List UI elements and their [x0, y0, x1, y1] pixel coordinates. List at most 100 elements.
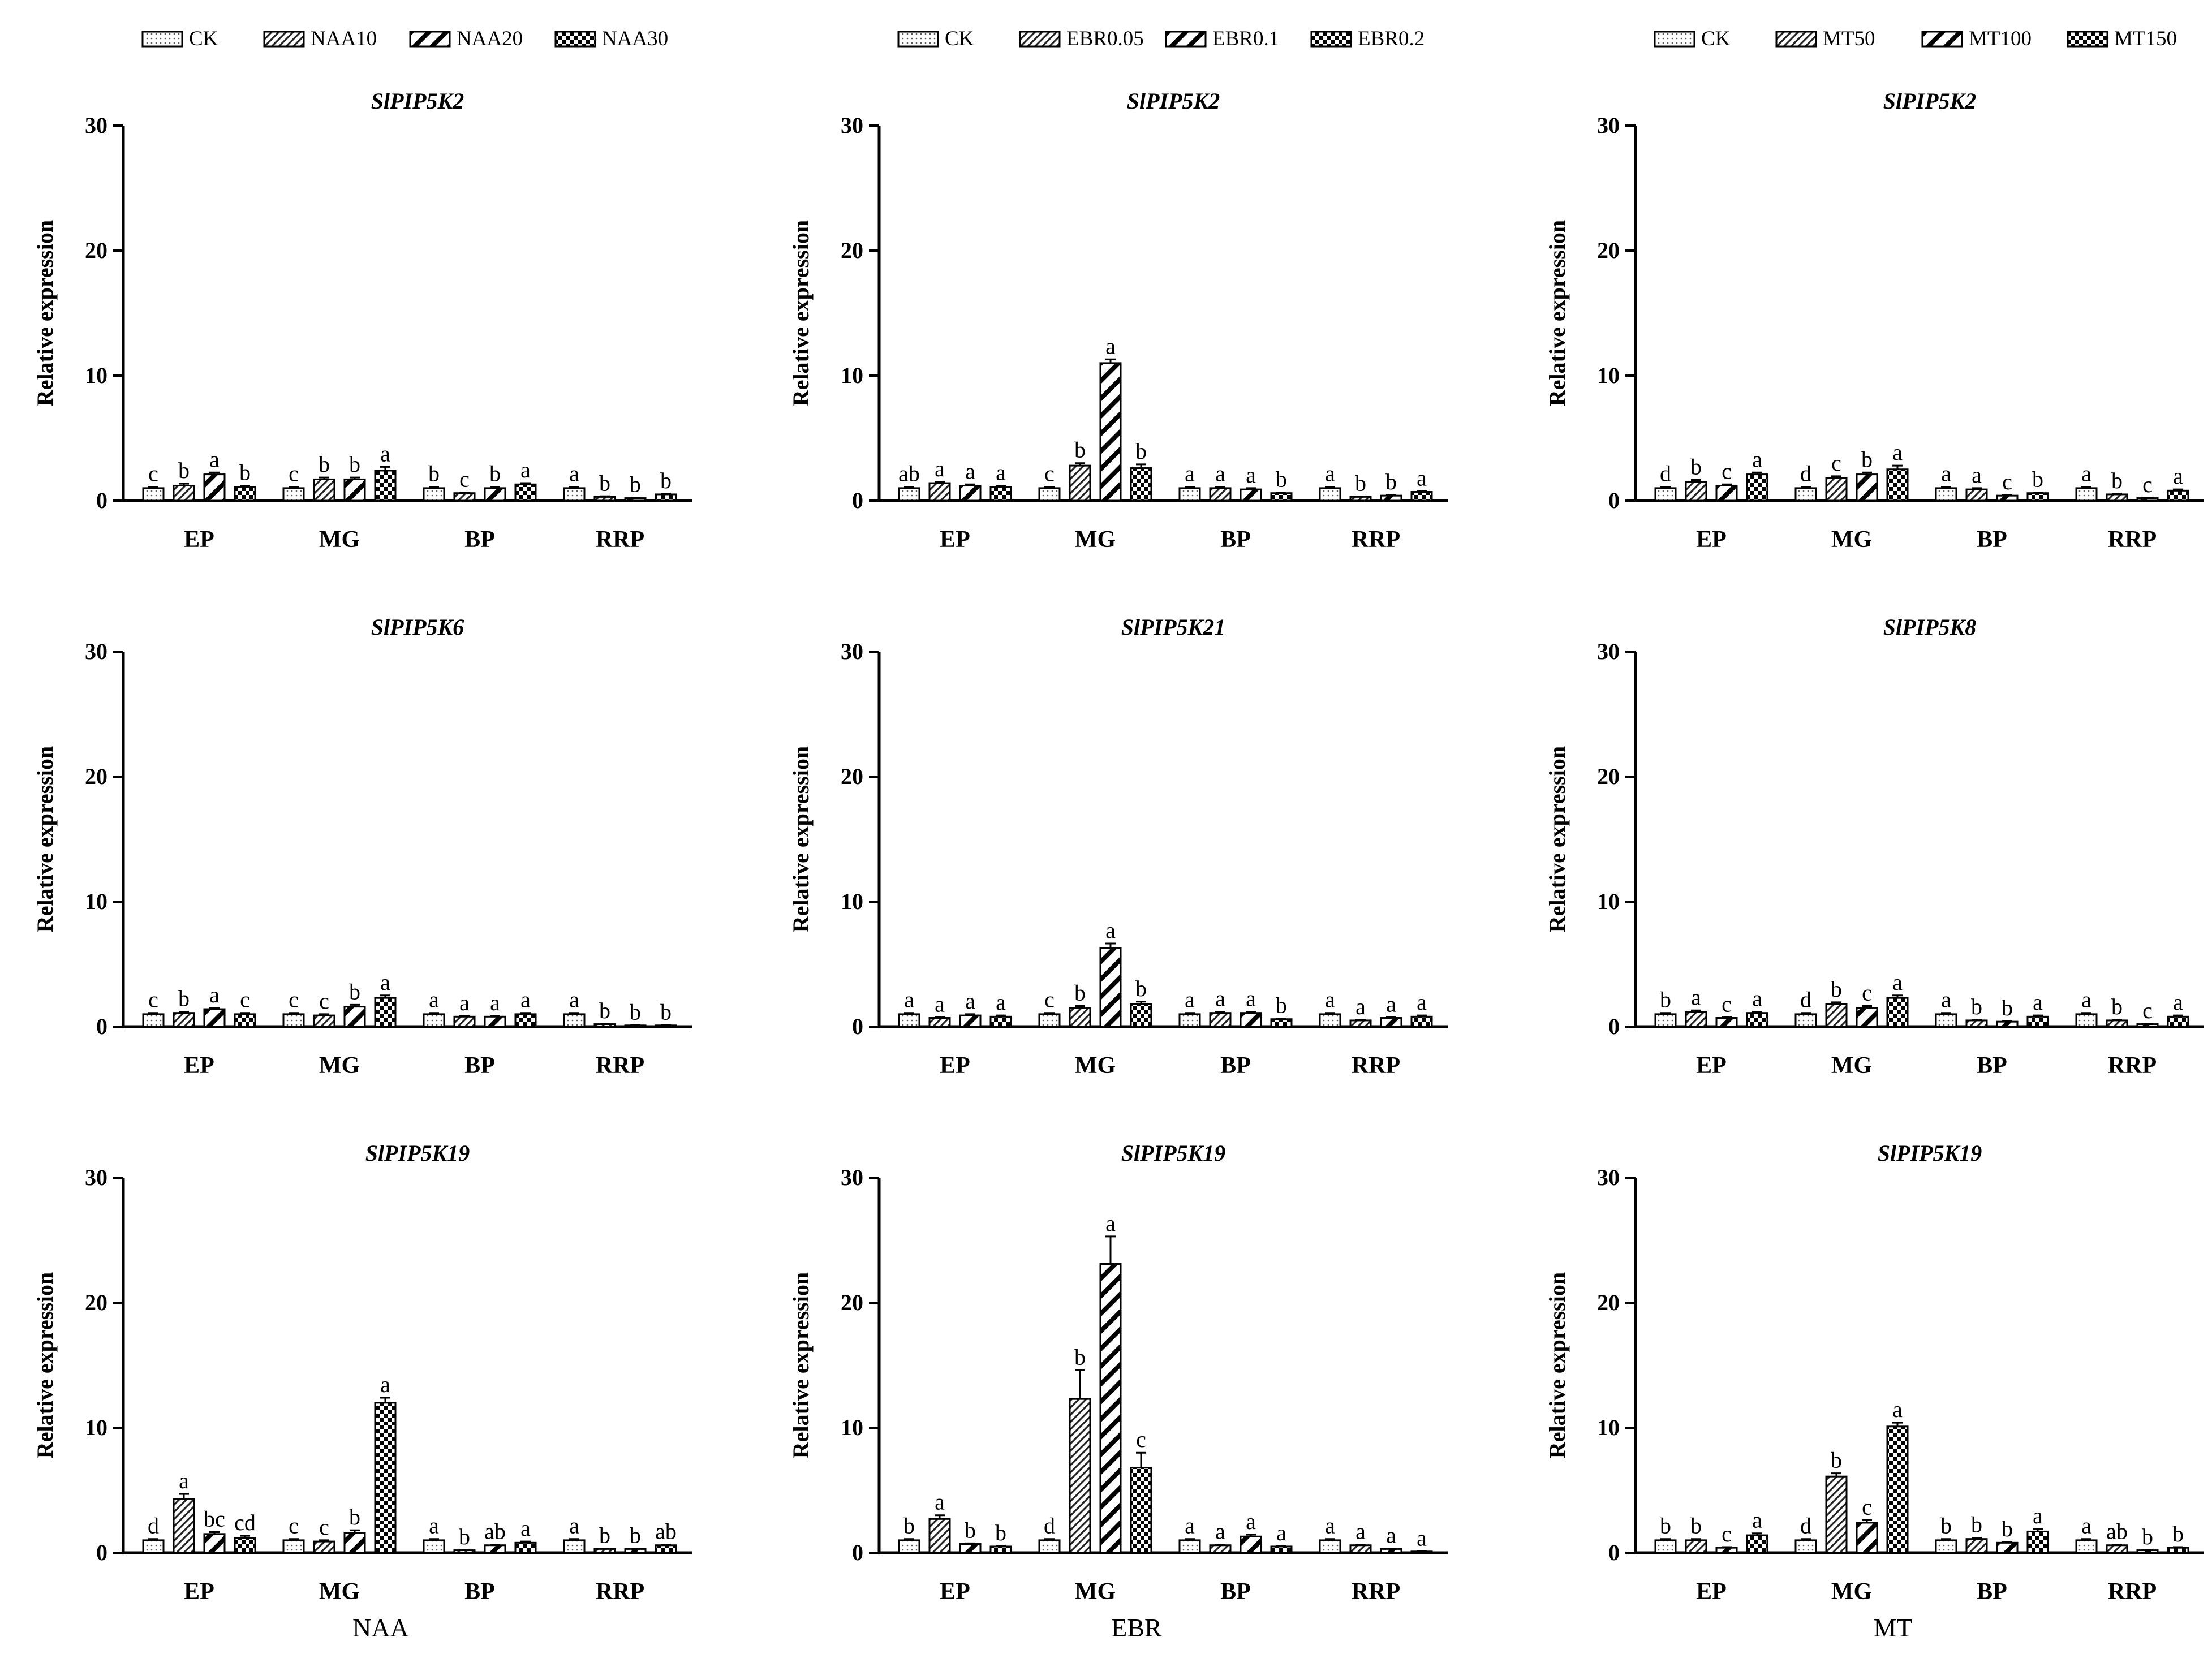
- bar-ep-s0: [142, 487, 165, 502]
- significance-letter: b: [1831, 976, 1842, 1002]
- significance-letter: a: [209, 982, 220, 1007]
- x-tick-label-bp: BP: [464, 1053, 495, 1079]
- significance-letter: d: [1800, 1513, 1811, 1539]
- significance-letter: c: [289, 461, 299, 486]
- bar-rrp-s1: [593, 496, 616, 502]
- bar-ep-s1: [928, 482, 951, 502]
- x-tick-label-rrp: RRP: [2108, 527, 2157, 553]
- bar-rrp-s3: [1410, 1015, 1433, 1028]
- bar-bp-s0: [1178, 1539, 1201, 1554]
- y-axis-label: Relative expression: [32, 1272, 58, 1458]
- bar-rrp-s0: [1319, 1013, 1341, 1028]
- bar-mg-s1: [1825, 1475, 1848, 1554]
- legend-label-2: EBR0.1: [1212, 27, 1279, 50]
- significance-letter: b: [1074, 1344, 1086, 1369]
- significance-letter: b: [428, 461, 440, 486]
- bar-mg-s2: [1856, 1007, 1878, 1028]
- bar-mg-s1: [313, 478, 335, 502]
- significance-letter: b: [1135, 976, 1147, 1001]
- y-tick-label: 10: [85, 889, 107, 914]
- bar-bp-s2: [1240, 488, 1262, 502]
- significance-letter: d: [1044, 1513, 1055, 1539]
- bar-mg-s2: [1099, 362, 1122, 502]
- significance-letter: a: [1105, 1211, 1116, 1236]
- y-tick-label: 30: [1597, 1165, 1620, 1190]
- bar-rrp-s2: [624, 497, 647, 502]
- significance-letter: a: [429, 987, 439, 1013]
- significance-letter: b: [630, 999, 641, 1024]
- bar-ep-s1: [173, 1498, 195, 1554]
- significance-letter: a: [1691, 984, 1701, 1010]
- bar-bp-s3: [514, 1541, 537, 1554]
- significance-letter: b: [349, 1504, 360, 1530]
- significance-letter: a: [380, 970, 390, 995]
- bar-ep-s0: [142, 1013, 165, 1028]
- panel-title: SlPIP5K8: [1883, 614, 1976, 640]
- significance-letter: b: [239, 459, 251, 485]
- significance-letter: b: [1355, 471, 1366, 496]
- significance-letter: a: [935, 1489, 945, 1515]
- bar-rrp-s1: [2106, 1019, 2128, 1028]
- legend-swatch-0: [141, 31, 183, 48]
- bar-ep-s2: [1715, 1547, 1738, 1554]
- significance-letter: a: [2173, 463, 2183, 489]
- bar-bp-s3: [514, 483, 537, 502]
- significance-letter: b: [2142, 1524, 2153, 1549]
- y-tick-label: 10: [841, 889, 863, 914]
- bar-mg-s0: [1794, 487, 1817, 502]
- significance-letter: a: [429, 1513, 439, 1539]
- significance-letter: a: [1105, 333, 1116, 359]
- bar-rrp-s1: [593, 1548, 616, 1554]
- bar-ep-s1: [1685, 481, 1707, 502]
- legend-label-2: NAA20: [457, 27, 523, 50]
- bar-bp-s0: [1178, 1013, 1201, 1028]
- x-tick-label-ep: EP: [1696, 1053, 1727, 1079]
- y-tick-label: 30: [85, 639, 107, 664]
- x-tick-label-mg: MG: [1075, 1579, 1116, 1605]
- bar-ep-s3: [234, 1536, 256, 1554]
- significance-letter: b: [2172, 1521, 2184, 1547]
- x-tick-label-bp: BP: [464, 1579, 495, 1605]
- bar-mg-s1: [1825, 1003, 1848, 1028]
- significance-letter: b: [2032, 467, 2043, 492]
- significance-letter: a: [2081, 987, 2091, 1013]
- bar-rrp-s2: [1380, 494, 1402, 502]
- legend-label-3: NAA30: [602, 27, 668, 50]
- bar-mg-s1: [313, 1014, 335, 1028]
- bar-ep-s2: [1715, 484, 1738, 502]
- significance-letter: b: [459, 1524, 470, 1549]
- significance-letter: a: [1752, 446, 1762, 472]
- significance-letter: a: [1355, 1519, 1366, 1544]
- significance-letter: b: [1276, 467, 1287, 492]
- panel-title: SlPIP5K2: [371, 88, 464, 114]
- x-tick-label-rrp: RRP: [2108, 1053, 2157, 1079]
- significance-letter: a: [1215, 1519, 1225, 1544]
- significance-letter: a: [1386, 1523, 1396, 1548]
- significance-letter: a: [1276, 1520, 1286, 1545]
- significance-letter: ab: [898, 461, 920, 486]
- y-axis-label: Relative expression: [788, 746, 814, 932]
- bar-bp-s2: [1996, 1020, 2019, 1028]
- bar-bp-s3: [514, 1013, 537, 1028]
- significance-letter: a: [520, 987, 531, 1013]
- x-tick-label-bp: BP: [1220, 1053, 1251, 1079]
- legend-swatch-3: [554, 31, 596, 48]
- significance-letter: ab: [484, 1519, 506, 1544]
- panel-title: SlPIP5K6: [371, 614, 464, 640]
- significance-letter: c: [319, 988, 329, 1014]
- y-tick-label: 20: [1597, 764, 1620, 789]
- bar-ep-s3: [989, 1545, 1012, 1554]
- bar-rrp-s0: [1319, 1539, 1341, 1554]
- significance-letter: c: [240, 987, 250, 1013]
- significance-letter: a: [1246, 1509, 1256, 1534]
- significance-letter: b: [995, 1520, 1006, 1545]
- x-tick-label-mg: MG: [1075, 1053, 1116, 1079]
- bar-ep-s3: [234, 486, 256, 502]
- significance-letter: a: [996, 989, 1006, 1015]
- significance-letter: a: [1185, 1513, 1195, 1539]
- legend-label-3: EBR0.2: [1358, 27, 1425, 50]
- legend-swatch-0: [1654, 31, 1695, 48]
- bar-mg-s3: [1130, 1003, 1152, 1028]
- bar-rrp-s3: [1410, 491, 1433, 502]
